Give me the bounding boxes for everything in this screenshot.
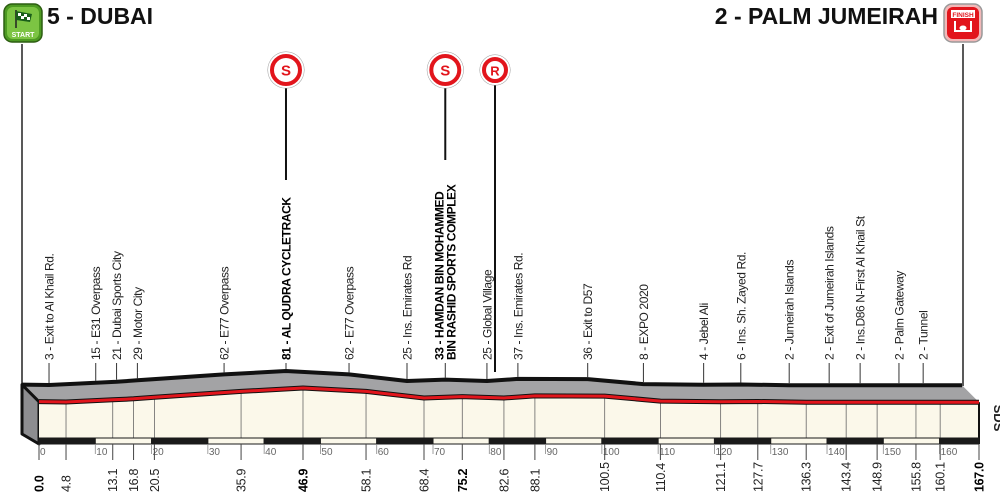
waypoint-km: 20.5 — [148, 469, 162, 492]
km-scale-segment — [882, 437, 941, 445]
km-tick-label: 10 — [96, 447, 108, 458]
km-tick-label: 120 — [715, 447, 732, 458]
waypoint-km: 13.1 — [106, 469, 120, 492]
waypoint-km: 68.4 — [418, 469, 432, 492]
waypoint-km: 136.3 — [800, 462, 814, 492]
km-scale-segment — [826, 437, 884, 445]
km-scale-segment — [151, 437, 209, 445]
waypoint-km: 0.0 — [33, 475, 47, 492]
waypoint-km: 110.4 — [654, 463, 668, 492]
marker-letter: S — [440, 63, 450, 80]
waypoint-km: 160.1 — [934, 462, 948, 492]
km-tick-label: 140 — [828, 447, 845, 458]
route-line — [38, 386, 979, 404]
km-scale-segment — [601, 437, 659, 445]
start-town: 5 - DUBAI — [47, 3, 153, 29]
km-tick-label: 0 — [40, 447, 46, 458]
waypoint-km: 100.5 — [598, 462, 612, 492]
waypoint-km: 35.9 — [235, 469, 249, 492]
km-scale-segment — [263, 437, 321, 445]
km-tick-label: 80 — [490, 447, 502, 458]
km-tick-label: 40 — [265, 447, 277, 458]
marker-letter: R — [490, 64, 500, 79]
km-scale-segment — [207, 437, 265, 445]
waypoint-label: 81 - AL QUDRA CYCLETRACK — [279, 197, 293, 360]
waypoint-label: 4 - Jebel Ali — [697, 303, 711, 360]
start-icon: START — [3, 3, 43, 43]
km-tick-label: 70 — [434, 447, 446, 458]
waypoint-label: 3 - Exit to Al Khail Rd. — [43, 253, 57, 360]
km-scale-segment — [319, 437, 378, 445]
waypoint-label: 15 - E31 Overpass — [89, 266, 103, 360]
finish-town: 2 - PALM JUMEIRAH — [715, 3, 938, 29]
waypoint-label: 37 - Ins. Emirates Rd. — [511, 253, 525, 360]
km-tick-label: 50 — [321, 447, 333, 458]
profile-back-outline — [21, 369, 962, 388]
waypoint-km: 148.9 — [871, 462, 885, 492]
waypoint-label: 33 - HAMDAN BIN MOHAMMED — [432, 191, 446, 360]
km-scale-segment — [939, 437, 980, 445]
finish-icon-text: FINISH — [952, 12, 974, 19]
waypoint-km: 46.9 — [296, 469, 310, 492]
km-scale-segment — [545, 437, 603, 445]
km-tick-label: 150 — [884, 447, 901, 458]
start-icon-text: START — [12, 32, 36, 39]
waypoint-label: 2 - Palm Gateway — [892, 271, 906, 360]
waypoint-label-line2: BIN RASHID SPORTS COMPLEX — [444, 184, 458, 360]
km-tick-label: 90 — [547, 447, 559, 458]
waypoint-label: 8 - EXPO 2020 — [637, 284, 651, 360]
waypoint-label: 62 - E77 Overpass — [343, 266, 357, 360]
sds-logo: SDS — [991, 405, 1000, 432]
km-tick-label: 100 — [603, 447, 620, 458]
km-scale-segment — [376, 437, 434, 445]
profile-front-face — [39, 388, 979, 438]
waypoint-km: 16.8 — [127, 469, 141, 492]
waypoint-km: 88.1 — [528, 469, 542, 492]
finish-icon: FINISH — [943, 3, 983, 43]
waypoint-label: 25 - Global Village — [480, 269, 494, 360]
km-tick-label: 30 — [209, 447, 221, 458]
waypoint-label: 36 - Exit to D57 — [581, 283, 595, 360]
waypoint-label: 6 - Ins. Sh. Zayed Rd. — [734, 252, 748, 360]
waypoint-label: 29 - Motor City — [131, 287, 145, 360]
marker-inner — [486, 61, 504, 79]
waypoint-km: 121.1 — [714, 462, 728, 492]
waypoint-label: 2 - Jumeirah Islands — [783, 260, 797, 360]
km-scale-segment — [488, 437, 547, 445]
waypoint-label: 2 - Exit of Jumeirah Islands — [823, 226, 837, 360]
km-tick-label: 110 — [659, 447, 675, 458]
km-scale-segment — [657, 437, 715, 445]
waypoint-label: 21 - Dubai Sports City — [110, 251, 124, 360]
marker-inner — [433, 58, 458, 82]
km-tick-label: 60 — [378, 447, 390, 458]
waypoint-km: 4.8 — [60, 475, 74, 492]
waypoint-km: 82.6 — [497, 469, 511, 492]
marker-letter: S — [281, 63, 291, 80]
km-tick-label: 20 — [153, 447, 165, 458]
waypoint-label: 25 - Ins. Emirates Rd — [401, 256, 415, 360]
km-scale-segment — [713, 437, 772, 445]
profile-top-surface — [22, 371, 979, 403]
waypoint-label: 2 - Ins.D86 N-First Al Khail St — [854, 215, 868, 360]
waypoint-km: 167.0 — [973, 462, 987, 492]
km-scale-segment — [770, 437, 828, 445]
waypoint-km: 143.4 — [840, 462, 854, 492]
waypoint-label: 62 - E77 Overpass — [218, 266, 232, 360]
km-scale-segment — [432, 437, 490, 445]
km-scale-segment — [94, 437, 153, 445]
waypoint-km: 127.7 — [751, 462, 765, 492]
waypoint-km: 155.8 — [909, 462, 923, 492]
waypoint-label: 2 - Tunnel — [917, 311, 931, 360]
waypoint-km: 58.1 — [360, 469, 374, 492]
km-tick-label: 160 — [941, 447, 958, 458]
marker-inner — [273, 58, 298, 82]
km-tick-label: 130 — [772, 447, 789, 458]
waypoint-km: 75.2 — [456, 469, 470, 492]
km-scale-segment — [38, 437, 96, 445]
